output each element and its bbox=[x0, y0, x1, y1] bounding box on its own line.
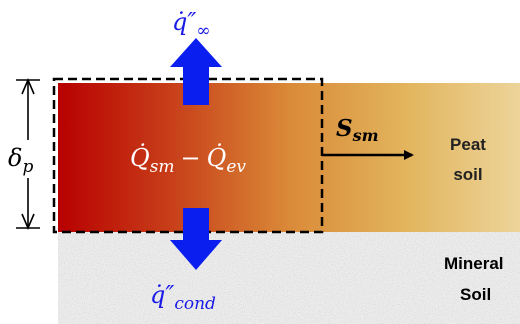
mineral-label: Mineral bbox=[444, 254, 504, 273]
peat-label: Peat bbox=[450, 135, 486, 154]
diagram: q̇″∞ δp Q̇sm−Q̇ev Ssm Peat soil Mineral … bbox=[0, 0, 520, 324]
mineral-label: Soil bbox=[460, 285, 491, 304]
flux-top-label: q̇″∞ bbox=[172, 8, 211, 41]
peat-layer bbox=[58, 83, 520, 232]
mineral-texture bbox=[58, 232, 520, 324]
thickness-label: δp bbox=[8, 144, 33, 177]
peat-label: soil bbox=[453, 165, 482, 184]
